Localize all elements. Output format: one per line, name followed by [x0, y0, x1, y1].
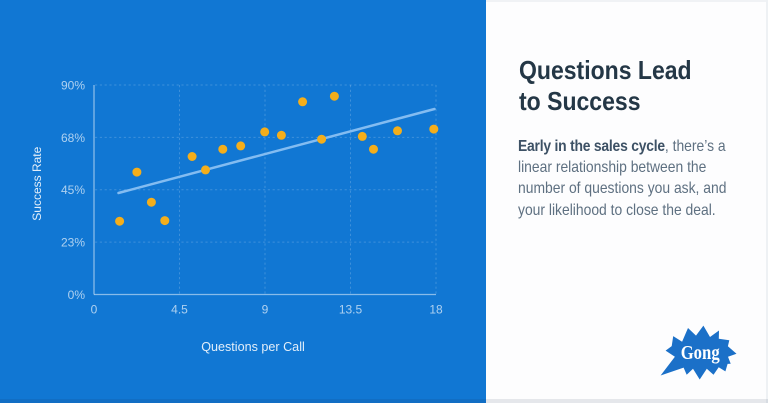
svg-text:Questions per Call: Questions per Call	[201, 340, 305, 354]
svg-text:18: 18	[429, 303, 443, 317]
svg-text:90%: 90%	[61, 79, 85, 93]
svg-text:45%: 45%	[61, 183, 85, 197]
svg-text:23%: 23%	[61, 236, 85, 250]
svg-text:9: 9	[262, 303, 269, 317]
svg-text:0: 0	[91, 303, 98, 317]
svg-text:Success Rate: Success Rate	[30, 146, 44, 220]
svg-text:4.5: 4.5	[171, 303, 188, 317]
svg-text:13.5: 13.5	[339, 303, 363, 317]
svg-text:68%: 68%	[61, 131, 85, 145]
svg-text:Gong: Gong	[681, 342, 721, 364]
svg-text:0%: 0%	[68, 288, 86, 302]
